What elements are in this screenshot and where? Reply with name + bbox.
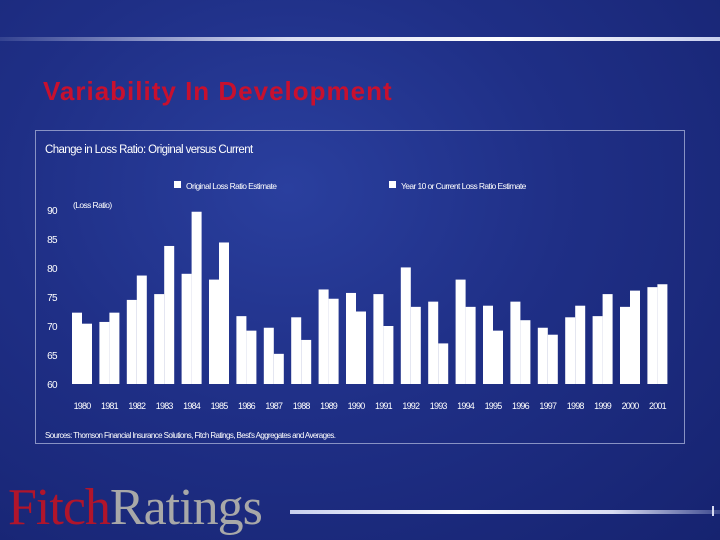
bar-current-1989 (328, 298, 339, 384)
x-tick-label: 1989 (320, 401, 338, 411)
bar-original-1993 (428, 301, 439, 384)
x-tick-label: 1983 (156, 401, 174, 411)
bar-current-1980 (82, 323, 92, 384)
corner-tick (712, 506, 714, 516)
bar-original-1987 (263, 327, 274, 384)
y-tick-label: 90 (47, 206, 58, 217)
bar-original-1986 (236, 316, 247, 384)
fitch-ratings-logo: FitchRatings (8, 478, 263, 538)
x-tick-label: 2001 (649, 401, 667, 411)
bar-original-2000 (620, 306, 630, 384)
bar-current-1994 (465, 306, 476, 384)
bar-original-1983 (154, 294, 165, 384)
x-tick-label: 1994 (457, 401, 475, 411)
bar-current-1999 (602, 294, 613, 384)
bar-original-1980 (72, 312, 82, 384)
x-tick-label: 1992 (402, 401, 420, 411)
bar-original-1995 (483, 305, 493, 384)
loss-ratio-chart: Change in Loss Ratio: Original versus Cu… (35, 130, 685, 444)
x-tick-label: 1990 (348, 401, 366, 411)
legend-label-original: Original Loss Ratio Estimate (186, 181, 277, 191)
x-tick-label: 1985 (211, 401, 229, 411)
x-tick-label: 1995 (485, 401, 503, 411)
y-tick-label: 85 (47, 235, 58, 246)
x-tick-label: 1981 (101, 401, 119, 411)
bar-current-1982 (136, 275, 147, 384)
x-tick-label: 1986 (238, 401, 256, 411)
bar-current-1981 (109, 312, 120, 384)
x-tick-label: 1982 (128, 401, 146, 411)
bar-current-1987 (273, 353, 284, 384)
bar-current-1986 (246, 330, 257, 384)
x-axis-ticks: 1980 1981 1982 1983 1984 1985 1986 1987 1988 1989… (74, 401, 668, 411)
bar-current-1997 (547, 334, 558, 384)
x-tick-label: 1993 (430, 401, 448, 411)
bar-current-1985 (219, 242, 229, 384)
legend-swatch-current (389, 181, 396, 188)
legend-label-current: Year 10 or Current Loss Ratio Estimate (401, 181, 527, 191)
y-tick-label: 75 (47, 293, 58, 304)
x-tick-label: 1980 (74, 401, 92, 411)
bar-current-1995 (493, 330, 503, 384)
bar-original-1989 (318, 289, 329, 384)
source-note: Sources: Thomson Financial Insurance Sol… (45, 431, 336, 440)
bar-current-1992 (410, 306, 421, 384)
chart-title: Change in Loss Ratio: Original versus Cu… (45, 144, 254, 156)
bar-original-1996 (510, 301, 521, 384)
bars (72, 211, 668, 384)
x-tick-label: 1991 (375, 401, 393, 411)
y-tick-label: 70 (47, 322, 58, 333)
bar-current-1984 (191, 211, 202, 384)
x-tick-label: 1984 (183, 401, 201, 411)
bottom-divider (290, 510, 720, 514)
bar-original-1990 (346, 292, 356, 384)
bar-original-2001 (647, 287, 658, 384)
chart-frame (35, 130, 685, 444)
top-divider (0, 37, 720, 41)
x-tick-label: 1999 (594, 401, 612, 411)
y-tick-label: 60 (47, 380, 58, 391)
logo-fitch-text: Fitch (8, 479, 111, 536)
logo-ratings-text: Ratings (109, 479, 263, 536)
bar-original-1999 (592, 316, 603, 384)
slide-title: Variability In Development (43, 76, 393, 106)
x-tick-label: 1997 (539, 401, 557, 411)
bar-original-1981 (99, 321, 110, 384)
bar-current-1993 (438, 343, 449, 384)
bar-current-2000 (630, 290, 640, 384)
x-tick-label: 2000 (622, 401, 640, 411)
legend-swatch-original (174, 181, 181, 188)
bar-current-1996 (520, 320, 531, 384)
bar-original-1992 (400, 267, 411, 384)
y-tick-label: 80 (47, 264, 58, 275)
bar-current-1991 (383, 326, 394, 384)
x-tick-label: 1988 (293, 401, 311, 411)
bar-original-1991 (373, 294, 384, 384)
y-tick-label: 65 (47, 351, 58, 362)
bar-original-1985 (209, 279, 219, 384)
bar-original-1997 (537, 327, 548, 384)
x-tick-label: 1998 (567, 401, 585, 411)
bar-current-2001 (657, 284, 668, 384)
bar-original-1998 (565, 317, 576, 384)
y-axis-ticks: 60 65 70 75 80 85 90 (47, 206, 59, 391)
bar-original-1994 (455, 279, 466, 384)
y-axis-label: (Loss Ratio) (73, 200, 112, 210)
bar-current-1983 (164, 245, 175, 384)
bar-current-1998 (575, 305, 586, 384)
bar-original-1988 (291, 317, 302, 384)
bar-current-1990 (356, 311, 366, 384)
x-tick-label: 1987 (265, 401, 283, 411)
x-tick-label: 1996 (512, 401, 530, 411)
bar-current-1988 (301, 339, 312, 384)
bar-original-1984 (181, 273, 192, 384)
bar-original-1982 (126, 299, 137, 384)
